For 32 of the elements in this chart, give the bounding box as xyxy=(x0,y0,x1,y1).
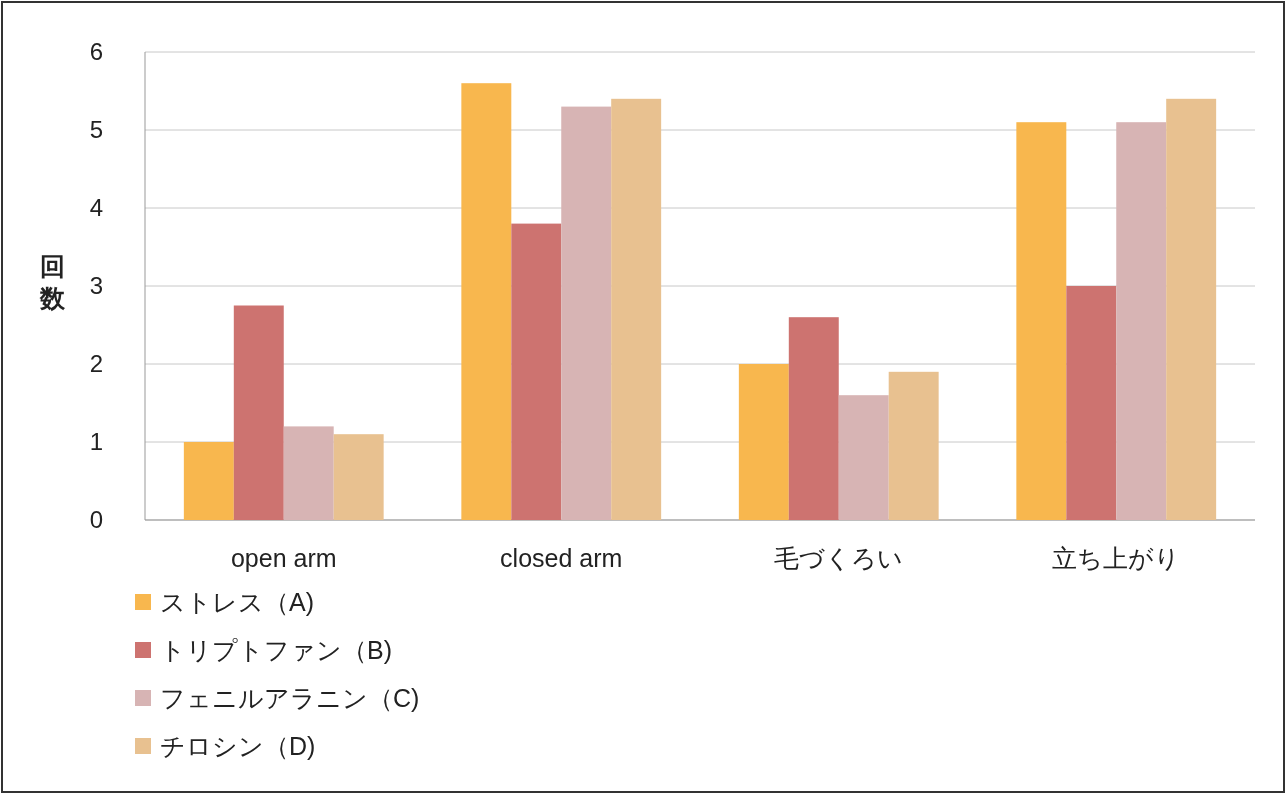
legend-label: フェニルアラニン（C) xyxy=(160,684,420,712)
bar xyxy=(233,305,284,520)
bar xyxy=(283,426,334,520)
bar xyxy=(888,371,939,520)
bar xyxy=(1166,98,1217,520)
bar xyxy=(183,442,234,520)
bar xyxy=(333,434,384,520)
y-tick-label: 0 xyxy=(89,506,103,533)
bar xyxy=(1066,286,1117,520)
x-tick-label: open arm xyxy=(230,544,337,572)
bar xyxy=(1116,122,1167,520)
x-tick-label: 毛づくろい xyxy=(774,544,904,572)
y-tick-label: 4 xyxy=(89,194,103,221)
legend-label: トリプトファン（B) xyxy=(160,636,392,664)
y-tick-label: 5 xyxy=(89,116,103,143)
bar xyxy=(738,364,789,520)
x-tick-label: closed arm xyxy=(500,544,623,572)
y-tick-label: 2 xyxy=(89,350,103,377)
bar xyxy=(461,83,512,520)
x-tick-label: 立ち上がり xyxy=(1052,544,1181,572)
bar xyxy=(611,98,662,520)
bar xyxy=(511,223,562,520)
legend-label: ストレス（A) xyxy=(160,588,314,616)
bar xyxy=(1016,122,1067,520)
y-axis-title: 回数 xyxy=(38,252,66,312)
bar xyxy=(838,395,889,520)
bar xyxy=(788,317,839,520)
bar xyxy=(561,106,612,520)
y-tick-label: 6 xyxy=(89,38,103,65)
y-tick-label: 1 xyxy=(89,428,103,455)
y-tick-label: 3 xyxy=(89,272,103,299)
legend-label: チロシン（D) xyxy=(160,732,316,760)
